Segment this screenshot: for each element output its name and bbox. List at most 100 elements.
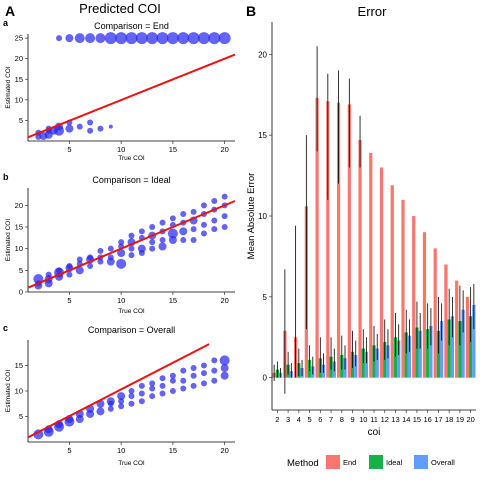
bar-ideal [383,342,387,378]
data-point [138,390,145,397]
data-point [87,127,94,134]
panel-a-title: Predicted COI [79,1,161,16]
y-tick-label: 15 [15,361,23,370]
y-tick-label: 10 [15,244,23,253]
data-point [87,254,94,261]
data-point [211,217,218,224]
subplot-letter: a [3,18,9,28]
data-point [128,245,135,252]
data-point [149,224,156,230]
data-point [96,407,105,416]
data-point [190,226,197,233]
data-point [87,119,94,126]
bar-end [433,248,437,378]
bar-end [336,102,341,378]
data-point [169,215,176,222]
bar-x-tick-label: 14 [402,415,410,424]
bar-overall [386,345,390,378]
data-point [190,237,197,243]
data-point [190,365,197,372]
y-tick-label: 15 [15,223,23,232]
bar-x-tick-label: 5 [307,415,311,424]
bar-x-tick-label: 18 [445,415,453,424]
data-point [167,228,178,239]
bar-ideal [415,327,419,378]
x-tick-label: 10 [117,446,125,455]
bar-end [444,264,448,378]
bar-y-tick-label: 10 [258,212,267,221]
subplot-letter: c [3,323,8,333]
legend-label-ideal: Ideal [386,458,403,467]
y-tick-label: 10 [15,387,23,396]
data-point [169,377,176,384]
data-point [221,224,228,230]
bar-x-axis-label: coi [368,427,381,438]
y-tick-label: 15 [15,75,23,84]
legend-label-end: End [343,458,356,467]
data-point [146,32,159,45]
bar-end [369,152,373,378]
data-point [211,367,218,374]
data-point [118,239,125,246]
identity-line [27,200,236,289]
data-point [149,245,156,252]
data-point [159,219,166,226]
bar-x-tick-label: 11 [370,415,378,424]
legend-swatch-ideal [369,455,383,469]
y-axis-label: Estimated COI [5,370,12,412]
bar-overall [472,304,476,378]
bar-overall [418,330,422,378]
data-point [107,405,114,412]
data-point [221,213,228,220]
bar-x-tick-label: 13 [391,415,399,424]
data-point [180,367,187,374]
bar-ideal [426,329,430,378]
data-point [200,202,207,209]
bar-end [326,101,330,378]
bar-end [412,216,416,378]
data-point [219,355,230,366]
subplot-title: Comparison = Ideal [92,175,170,185]
bar-x-tick-label: 12 [381,415,389,424]
data-point [200,380,207,387]
data-point [159,382,166,389]
data-point [220,371,229,380]
data-point [76,256,83,263]
data-point [159,375,166,382]
x-tick-label: 15 [169,145,177,154]
bar-overall [429,325,433,378]
y-axis-label: Estimated COI [5,219,12,261]
bar-x-tick-label: 3 [286,415,290,424]
panel-a-letter: A [5,3,15,19]
x-axis-label: True COI [118,460,145,467]
bar-ideal [458,321,462,378]
data-point [180,377,187,384]
bar-end [379,167,384,378]
bar-x-tick-label: 10 [359,415,367,424]
data-point [158,242,167,251]
bar-x-tick-label: 16 [424,415,432,424]
data-point [117,249,126,257]
data-point [87,263,94,269]
legend-swatch-end [326,455,340,469]
data-point [156,32,169,45]
bar-end [358,140,362,378]
data-point [116,258,127,269]
data-point [65,34,74,43]
bar-y-tick-label: 15 [258,131,267,140]
bar-overall [440,321,444,378]
data-point [179,227,188,236]
data-point [74,33,85,44]
x-tick-label: 20 [220,145,228,154]
data-point [211,377,218,384]
data-point [128,252,135,259]
data-point [218,32,231,45]
bar-overall [397,340,401,378]
bar-x-tick-label: 9 [350,415,354,424]
data-point [76,123,83,130]
x-tick-label: 5 [67,145,71,154]
data-point [190,372,197,379]
bar-y-axis-label: Mean Absolute Error [246,173,257,260]
bar-ideal [404,332,408,378]
y-tick-label: 25 [15,34,23,43]
